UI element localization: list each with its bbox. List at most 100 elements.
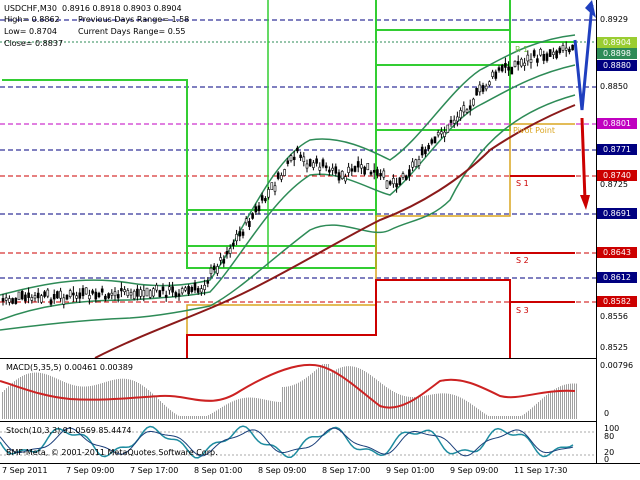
pivot-line <box>186 123 575 340</box>
macd-bar <box>568 383 569 419</box>
macd-bar <box>274 401 275 419</box>
macd-bar <box>394 392 395 419</box>
candle-body <box>430 139 434 144</box>
macd-bar <box>298 382 299 419</box>
info-high: High= 0.8862 <box>4 15 60 24</box>
candle-body <box>558 47 562 53</box>
candle-body <box>443 131 446 137</box>
candle-body <box>97 292 101 298</box>
candle-body <box>417 159 421 166</box>
candle-body <box>4 297 8 301</box>
macd-bar <box>142 385 143 419</box>
macd-pane[interactable]: MACD(5,35,5) 0.00461 0.00389 <box>0 361 596 421</box>
macd-bar <box>150 391 151 419</box>
candle-body <box>478 84 482 93</box>
macd-bar <box>234 400 235 419</box>
macd-bar <box>56 378 57 419</box>
candle-body <box>340 170 344 180</box>
candle-body <box>254 206 258 213</box>
macd-bar <box>372 376 373 419</box>
macd-bar <box>246 397 247 419</box>
macd-signal-line <box>0 363 576 409</box>
macd-bar <box>152 393 153 419</box>
stochastic-pane[interactable]: Stoch(10,3,3) 91.0569 85.4474 BMF-Meta, … <box>0 424 596 463</box>
stoch-signal-line <box>0 427 574 457</box>
candle-body <box>20 290 24 300</box>
macd-bar <box>356 367 357 419</box>
candle-body <box>113 291 117 297</box>
macd-bar <box>422 396 423 419</box>
macd-bar <box>98 384 99 419</box>
macd-bar <box>54 377 55 419</box>
price-chart-pane[interactable]: R 1 Pivot Point S 1 S 2 S 3 USDCHF,M30 0… <box>0 0 596 358</box>
candle-body <box>475 88 478 96</box>
price-tick: 0.8929 <box>600 15 628 24</box>
price-chart[interactable]: R 1 Pivot Point S 1 S 2 S 3 <box>0 0 596 358</box>
macd-bar <box>18 378 19 419</box>
candle-body <box>187 286 190 295</box>
macd-bar <box>194 416 195 419</box>
macd-bar <box>500 416 501 419</box>
macd-bar <box>2 392 3 419</box>
macd-bar <box>224 405 225 419</box>
stochastic-chart[interactable] <box>0 424 596 463</box>
macd-bar <box>258 398 259 419</box>
macd-bar <box>52 376 53 419</box>
candle-body <box>225 251 229 255</box>
candle-body <box>526 54 530 62</box>
candle-body <box>459 110 462 119</box>
macd-bar <box>514 416 515 419</box>
macd-bar <box>520 416 521 419</box>
candle-body <box>350 168 354 172</box>
candle-body <box>392 177 395 185</box>
macd-bar <box>264 399 265 419</box>
macd-bar <box>336 369 337 419</box>
pivot-label-s2: S 2 <box>516 256 529 265</box>
macd-bar <box>86 386 87 419</box>
macd-bar <box>48 375 49 419</box>
candle-body <box>299 154 302 158</box>
macd-chart[interactable] <box>0 361 596 421</box>
candle-body <box>440 131 443 135</box>
macd-bar <box>360 368 361 419</box>
pivot-label-r1: R 1 <box>515 45 528 54</box>
macd-bar <box>66 382 67 419</box>
macd-bar <box>378 381 379 419</box>
candle-body <box>414 159 418 167</box>
macd-bar <box>492 416 493 419</box>
stoch-tick: 0 <box>604 455 610 464</box>
macd-bar <box>238 399 239 419</box>
macd-bar <box>474 406 475 419</box>
macd-bar <box>446 393 447 419</box>
macd-bar <box>502 416 503 419</box>
macd-bar <box>292 385 293 419</box>
forecast-up-arrow <box>573 4 594 111</box>
candle-body <box>84 287 88 295</box>
macd-bar <box>40 372 41 419</box>
macd-bar <box>392 390 393 419</box>
forecast-down-arrow <box>580 117 587 201</box>
candle-body <box>491 71 494 77</box>
candle-body <box>481 85 485 92</box>
candle-body <box>123 289 126 293</box>
macd-bar <box>16 379 17 419</box>
macd-bar <box>314 371 315 419</box>
macd-bar <box>380 382 381 419</box>
macd-bar <box>352 366 353 419</box>
pane-separator[interactable] <box>0 421 640 422</box>
candle-body <box>238 231 242 237</box>
macd-bar <box>272 401 273 419</box>
price-axis[interactable] <box>596 0 640 463</box>
macd-bar <box>244 397 245 419</box>
macd-bar <box>402 395 403 419</box>
macd-bar <box>518 416 519 419</box>
macd-bar <box>278 401 279 419</box>
macd-bar <box>316 369 317 419</box>
candle-body <box>388 181 392 185</box>
macd-bar <box>434 394 435 419</box>
macd-bar <box>534 405 535 419</box>
stoch-tick: 80 <box>604 432 615 441</box>
macd-bar <box>160 401 161 419</box>
pane-separator[interactable] <box>0 358 640 359</box>
